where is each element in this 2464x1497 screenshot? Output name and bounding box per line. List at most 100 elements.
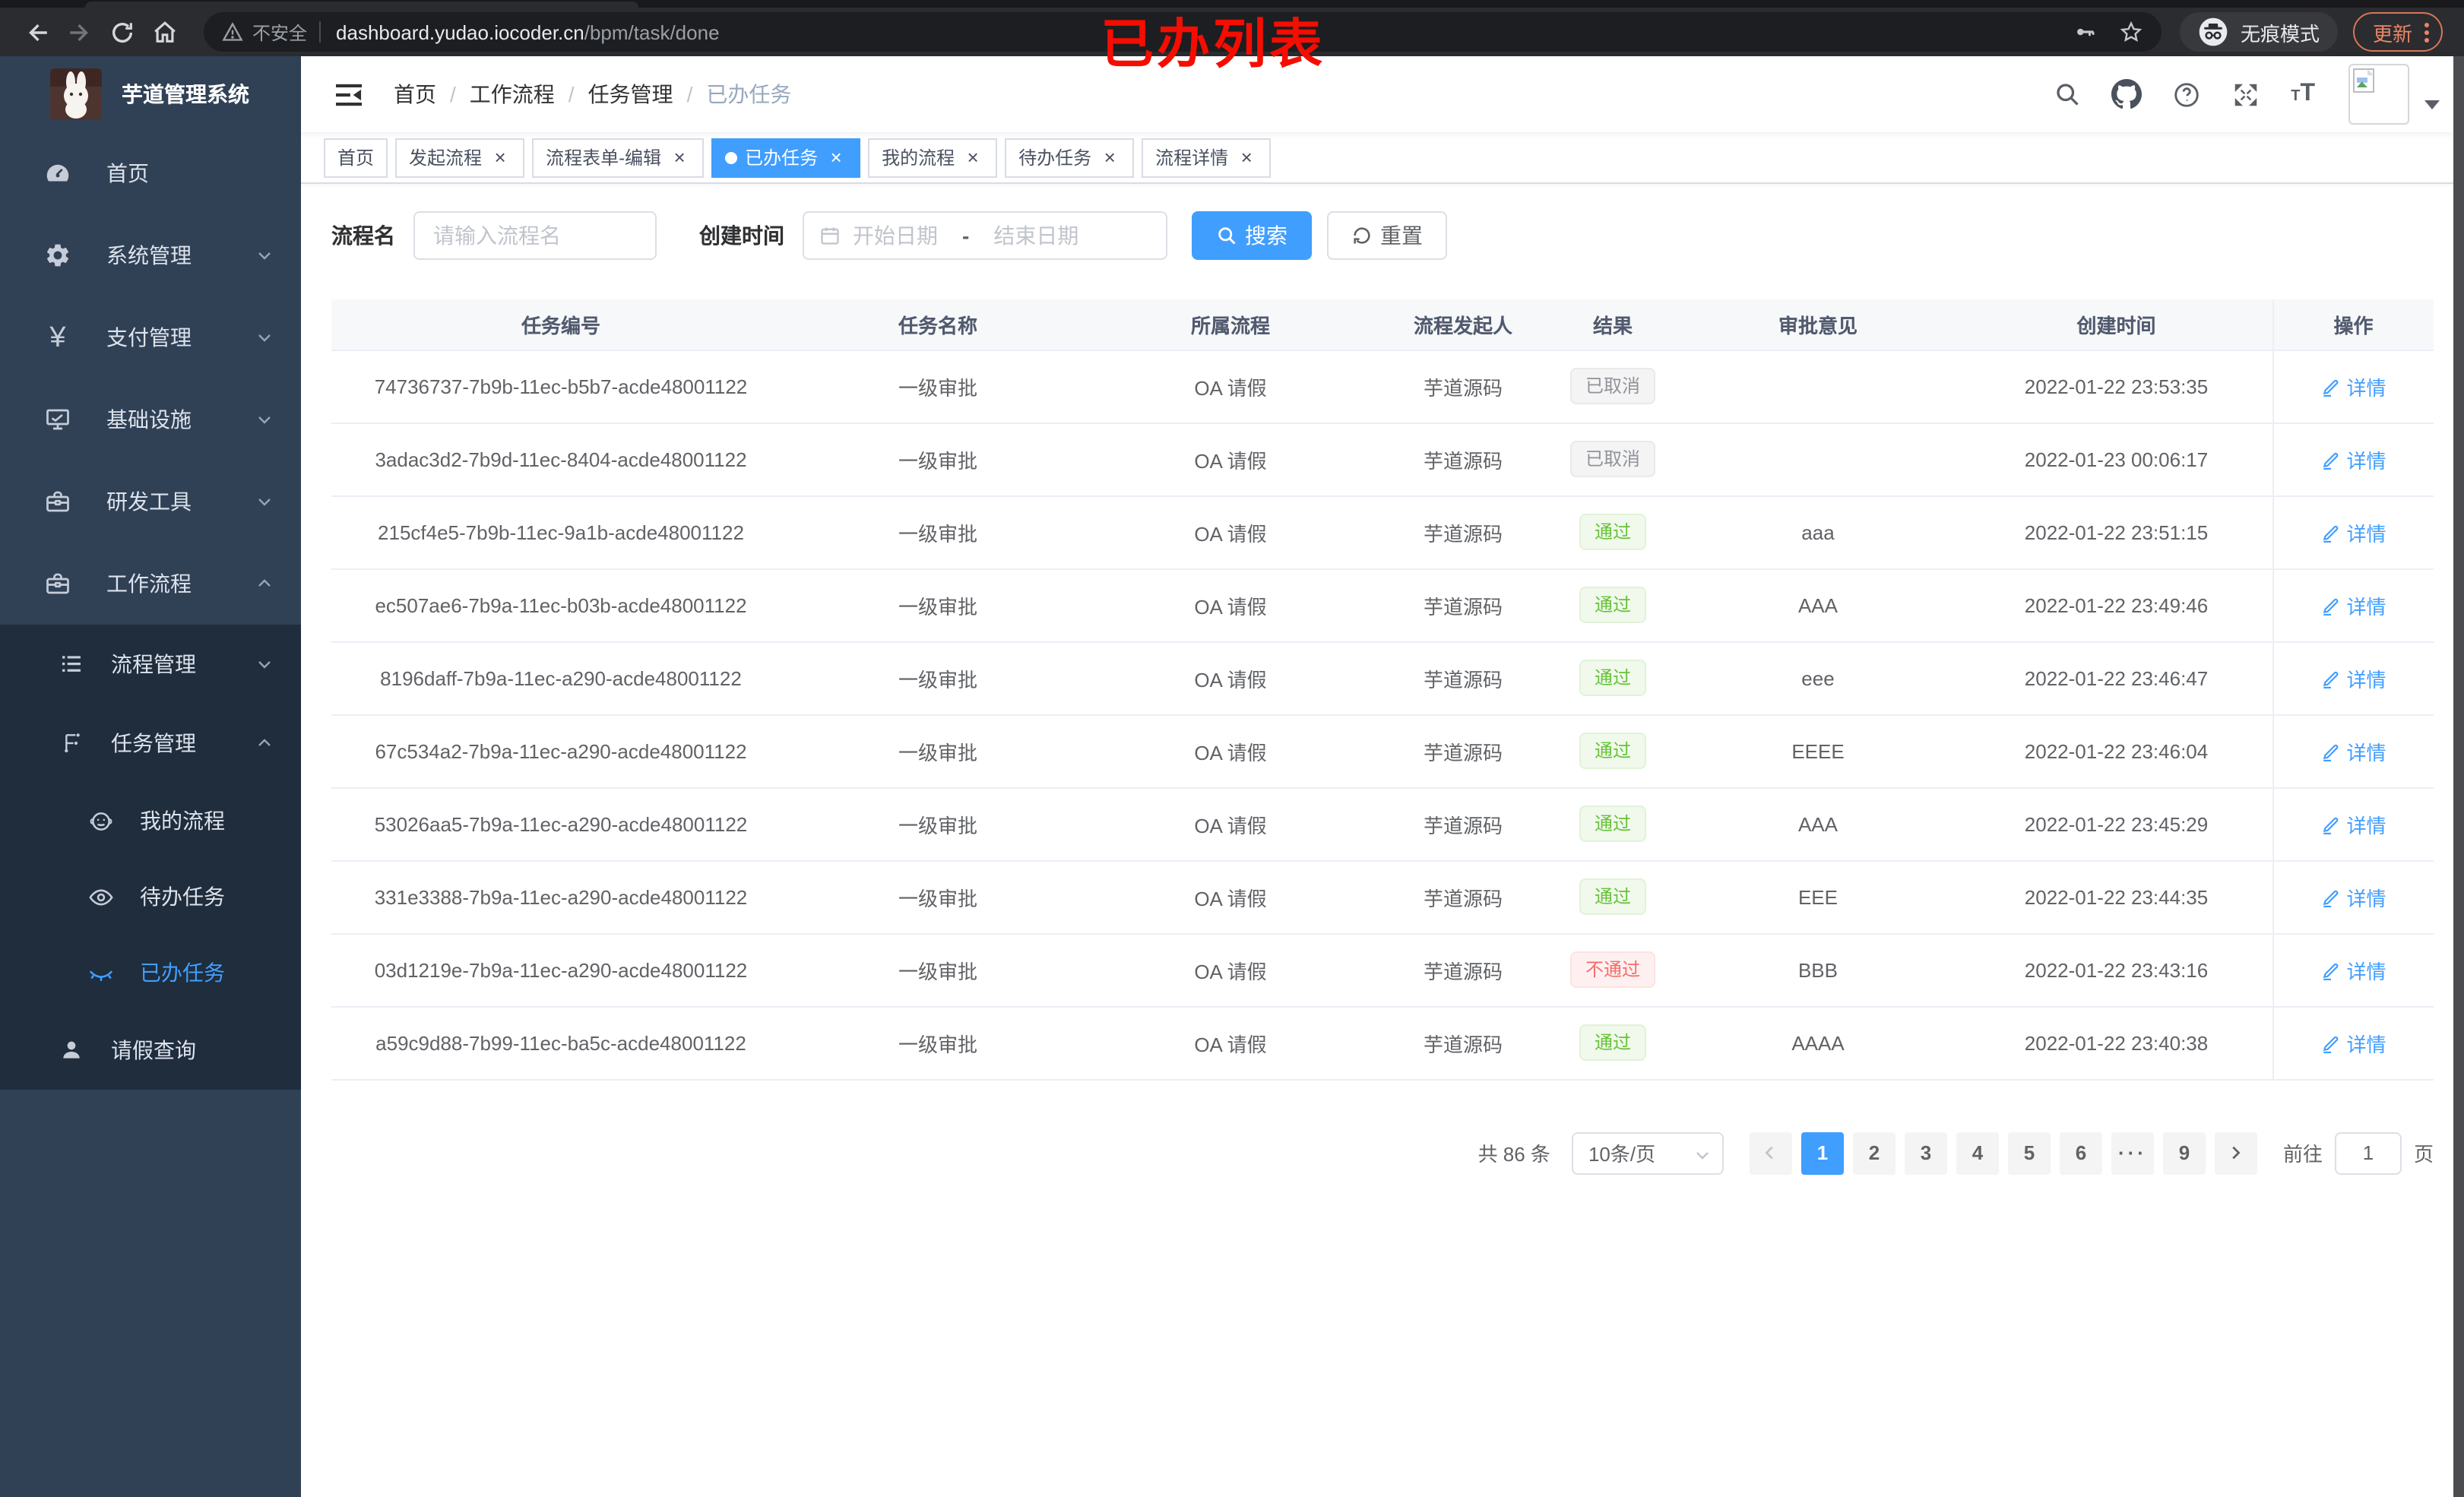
chevron-down-icon bbox=[1693, 1145, 1712, 1163]
page-button[interactable]: 5 bbox=[2007, 1131, 2051, 1174]
prev-page-button[interactable] bbox=[1749, 1131, 1792, 1174]
tab-process-detail[interactable]: 流程详情 × bbox=[1142, 138, 1272, 177]
workflow-submenu: 流程管理 任务管理 bbox=[0, 625, 301, 1090]
tab-my-process[interactable]: 我的流程 × bbox=[868, 138, 998, 177]
search-button[interactable]: 搜索 bbox=[1192, 211, 1312, 260]
github-icon[interactable] bbox=[2096, 56, 2157, 132]
security-label[interactable]: 不安全 bbox=[252, 22, 308, 43]
forward-button[interactable] bbox=[58, 11, 100, 53]
breadcrumb-item-current: 已办任务 bbox=[706, 82, 792, 106]
page-button[interactable]: 1 bbox=[1800, 1131, 1844, 1174]
fullscreen-icon[interactable] bbox=[2216, 56, 2276, 132]
close-icon[interactable]: × bbox=[673, 146, 686, 169]
navbar: 首页 / 工作流程 / 任务管理 / 已办任务 bbox=[301, 56, 2464, 132]
sidebar-item-workflow[interactable]: 工作流程 bbox=[0, 543, 301, 625]
detail-button[interactable]: 详情 bbox=[2320, 736, 2386, 765]
avatar[interactable] bbox=[2348, 64, 2409, 125]
col-initiator: 流程发起人 bbox=[1376, 299, 1550, 350]
more-pages-button[interactable]: ··· bbox=[2111, 1131, 2154, 1174]
detail-button[interactable]: 详情 bbox=[2320, 1028, 2386, 1057]
goto-page: 前往 页 bbox=[2283, 1131, 2434, 1174]
back-button[interactable] bbox=[15, 11, 58, 53]
table-row: 67c534a2-7b9a-11ec-a290-acde48001122 一级审批… bbox=[331, 714, 2434, 788]
close-icon[interactable]: × bbox=[1240, 146, 1253, 169]
sidebar-item-done-tasks[interactable]: 已办任务 bbox=[0, 935, 301, 1011]
browser-tabstrip bbox=[0, 0, 2464, 8]
close-icon[interactable]: × bbox=[1104, 146, 1116, 169]
browser-active-tab[interactable] bbox=[85, 2, 638, 8]
sidebar-item-home[interactable]: 首页 bbox=[0, 132, 301, 214]
home-button[interactable] bbox=[143, 11, 185, 53]
update-label[interactable]: 更新 bbox=[2372, 22, 2412, 45]
sidebar-item-todo-tasks[interactable]: 待办任务 bbox=[0, 859, 301, 935]
sidebar-item-task-mgmt[interactable]: 任务管理 bbox=[0, 704, 301, 783]
detail-button[interactable]: 详情 bbox=[2320, 955, 2386, 984]
toolbox-icon bbox=[43, 570, 73, 597]
sidebar-item-my-process[interactable]: 我的流程 bbox=[0, 783, 301, 859]
done-task-table: 任务编号 任务名称 所属流程 流程发起人 结果 审批意见 创建时间 操作 747 bbox=[331, 299, 2434, 1080]
date-range-input[interactable]: 开始日期 - 结束日期 bbox=[803, 211, 1167, 260]
sidebar-item-payment[interactable]: ¥ 支付管理 bbox=[0, 296, 301, 378]
browser-menu-icon[interactable] bbox=[2424, 22, 2429, 42]
url-divider bbox=[319, 21, 321, 43]
sidebar-item-devtools[interactable]: 研发工具 bbox=[0, 460, 301, 543]
table-row: 8196daff-7b9a-11ec-a290-acde48001122 一级审批… bbox=[331, 641, 2434, 715]
url-host[interactable]: dashboard.yudao.iocoder.cn bbox=[336, 21, 584, 43]
detail-button[interactable]: 详情 bbox=[2320, 809, 2386, 838]
sidebar-item-infra[interactable]: 基础设施 bbox=[0, 378, 301, 460]
tab-home[interactable]: 首页 bbox=[324, 138, 388, 177]
detail-button[interactable]: 详情 bbox=[2320, 882, 2386, 911]
close-icon[interactable]: × bbox=[494, 146, 506, 169]
status-badge: 已取消 bbox=[1569, 368, 1655, 404]
sidebar-collapse-icon[interactable] bbox=[325, 81, 372, 107]
chevron-down-icon bbox=[255, 246, 274, 264]
detail-button[interactable]: 详情 bbox=[2320, 517, 2386, 546]
font-size-icon[interactable]: TT bbox=[2291, 81, 2315, 106]
sidebar-item-label: 任务管理 bbox=[111, 731, 196, 755]
table-row: 3adac3d2-7b9d-11ec-8404-acde48001122 一级审批… bbox=[331, 423, 2434, 496]
page-button[interactable]: 9 bbox=[2162, 1131, 2206, 1174]
detail-button[interactable]: 详情 bbox=[2320, 445, 2386, 473]
search-icon[interactable] bbox=[2038, 56, 2096, 132]
tab-done-tasks[interactable]: 已办任务 × bbox=[711, 138, 861, 177]
page-scrollbar[interactable] bbox=[2453, 56, 2464, 1497]
table-row: 53026aa5-7b9a-11ec-a290-acde48001122 一级审批… bbox=[331, 787, 2434, 861]
page-button[interactable]: 6 bbox=[2059, 1131, 2102, 1174]
avatar-caret-icon[interactable] bbox=[2424, 100, 2440, 109]
page-button[interactable]: 2 bbox=[1852, 1131, 1896, 1174]
breadcrumb-item[interactable]: 任务管理 bbox=[587, 82, 673, 106]
goto-page-input[interactable] bbox=[2334, 1131, 2402, 1174]
page-button[interactable]: 4 bbox=[1956, 1131, 1999, 1174]
detail-button[interactable]: 详情 bbox=[2320, 372, 2386, 400]
close-icon[interactable]: × bbox=[830, 146, 842, 169]
reset-button[interactable]: 重置 bbox=[1327, 211, 1447, 260]
sidebar-item-leave-query[interactable]: 请假查询 bbox=[0, 1011, 301, 1090]
reload-button[interactable] bbox=[100, 11, 143, 53]
page-size-select[interactable]: 10条/页 bbox=[1571, 1131, 1724, 1174]
close-icon[interactable]: × bbox=[967, 146, 979, 169]
next-page-button[interactable] bbox=[2214, 1131, 2257, 1174]
pager: 1 2 3 4 5 6 ··· 9 bbox=[1745, 1131, 2262, 1174]
sidebar-item-process-mgmt[interactable]: 流程管理 bbox=[0, 625, 301, 704]
filter-bar: 流程名 创建时间 开始日期 - 结束日期 搜索 bbox=[331, 211, 2434, 260]
bookmark-star-icon[interactable] bbox=[2119, 20, 2143, 44]
page-button[interactable]: 3 bbox=[1904, 1131, 1947, 1174]
breadcrumb-item[interactable]: 首页 bbox=[394, 82, 436, 106]
help-icon[interactable] bbox=[2157, 56, 2216, 132]
tab-form-edit[interactable]: 流程表单-编辑 × bbox=[532, 138, 705, 177]
sidebar-item-system[interactable]: 系统管理 bbox=[0, 214, 301, 296]
tab-todo-tasks[interactable]: 待办任务 × bbox=[1005, 138, 1135, 177]
password-key-icon[interactable] bbox=[2073, 20, 2098, 44]
detail-button[interactable]: 详情 bbox=[2320, 590, 2386, 619]
table-row: 331e3388-7b9a-11ec-a290-acde48001122 一级审批… bbox=[331, 860, 2434, 934]
url-bar[interactable]: 不安全 dashboard.yudao.iocoder.cn/bpm/task/… bbox=[204, 12, 2162, 52]
col-task-name: 任务名称 bbox=[790, 299, 1085, 350]
total-count: 共 86 条 bbox=[1477, 1143, 1550, 1166]
detail-button[interactable]: 详情 bbox=[2320, 663, 2386, 692]
tab-start-process[interactable]: 发起流程 × bbox=[395, 138, 525, 177]
breadcrumb-item[interactable]: 工作流程 bbox=[469, 82, 555, 106]
sidebar-item-label: 待办任务 bbox=[140, 885, 225, 909]
process-name-input[interactable] bbox=[413, 211, 657, 260]
create-time-label: 创建时间 bbox=[699, 223, 784, 248]
browser-update-button[interactable]: 更新 bbox=[2352, 12, 2443, 52]
